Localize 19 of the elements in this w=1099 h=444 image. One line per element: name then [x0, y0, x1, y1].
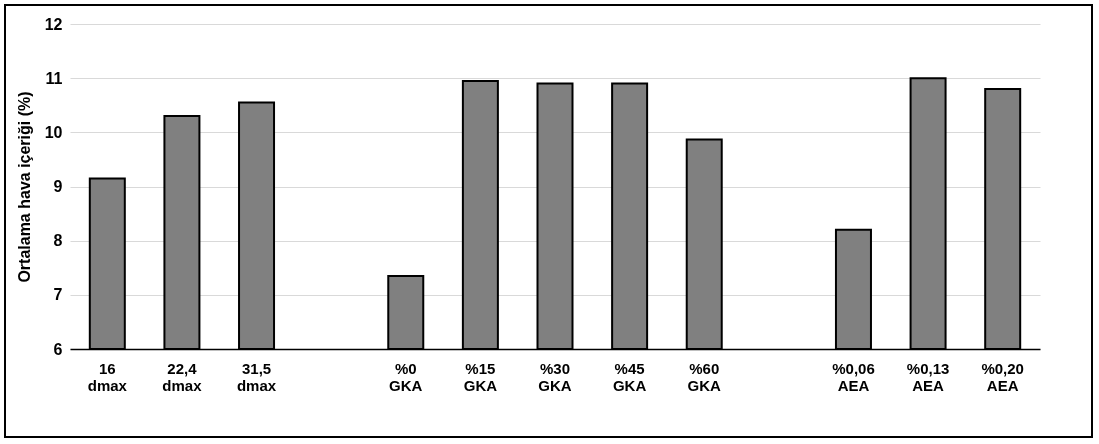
x-tick-label: %30 GKA — [538, 359, 572, 394]
y-tick-label: 7 — [53, 286, 63, 304]
x-tick-label: %0,06 AEA — [832, 359, 875, 394]
x-tick-label: 16 dmax — [87, 359, 128, 394]
x-tick-label: %45 GKA — [612, 359, 647, 394]
y-tick-label: 8 — [53, 232, 63, 250]
x-tick-label: %60 GKA — [687, 359, 722, 394]
x-tick-label: %0 GKA — [389, 359, 423, 394]
x-tick-label: %15 GKA — [463, 359, 498, 394]
y-tick-label: 6 — [53, 340, 63, 358]
y-tick-label: 11 — [45, 69, 63, 87]
y-tick-label: 12 — [44, 15, 63, 33]
y-tick-label: 10 — [44, 123, 63, 141]
y-tick-label: 9 — [53, 178, 63, 195]
x-tick-label: %0,20 AEA — [981, 359, 1024, 394]
x-tick-label: 22,4 dmax — [162, 359, 203, 394]
x-tick-label: 31,5 dmax — [236, 359, 277, 394]
y-axis-title: Ortalama hava içeriği (%) — [15, 91, 33, 283]
x-tick-label: %0,13 AEA — [906, 359, 950, 394]
